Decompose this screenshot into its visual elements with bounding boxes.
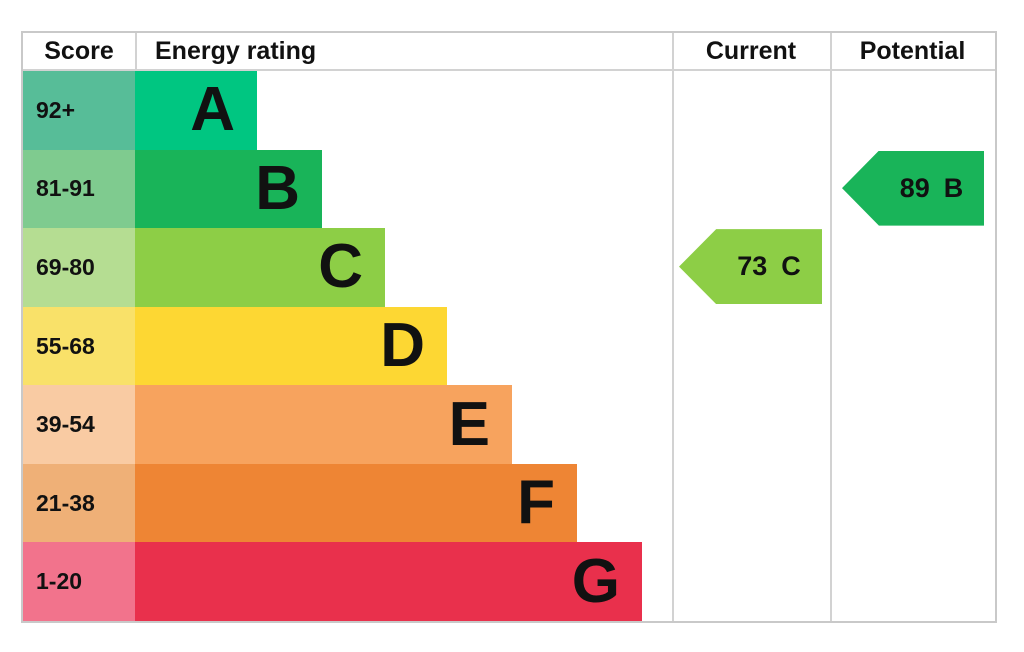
band-bar-a: A xyxy=(135,71,257,150)
band-score-range-b: 81-91 xyxy=(23,149,135,229)
score-column-header: Score xyxy=(44,36,114,65)
band-score-range-a: 92+ xyxy=(23,71,135,150)
energy-rating-column-header: Energy rating xyxy=(155,36,317,65)
band-score-range-f: 21-38 xyxy=(23,463,135,543)
band-bar-area: A xyxy=(135,71,995,150)
band-bar-area: G xyxy=(135,542,995,622)
band-row-b: 81-91 B xyxy=(23,149,995,229)
band-row-a: 92+ A xyxy=(23,71,995,150)
band-bar-area: F xyxy=(135,463,995,543)
potential-column-header: Potential xyxy=(859,36,966,65)
band-bar-area: C xyxy=(135,228,995,307)
band-bar-area: E xyxy=(135,385,995,464)
potential-column-divider xyxy=(830,33,832,621)
current-rating-letter: C xyxy=(781,251,801,282)
score-column-divider xyxy=(135,33,137,71)
band-row-c: 69-80 C xyxy=(23,228,995,307)
band-row-g: 1-20 G xyxy=(23,542,995,622)
band-score-range-d: 55-68 xyxy=(23,306,135,386)
current-column-header: Current xyxy=(705,36,797,65)
current-column-divider xyxy=(672,33,674,621)
band-row-e: 39-54 E xyxy=(23,385,995,464)
band-bar-d: D xyxy=(135,306,447,386)
band-bar-f: F xyxy=(135,463,577,543)
band-bar-area: D xyxy=(135,306,995,386)
band-bar-g: G xyxy=(135,542,642,622)
band-score-range-e: 39-54 xyxy=(23,385,135,464)
band-score-range-g: 1-20 xyxy=(23,542,135,622)
band-bar-e: E xyxy=(135,385,512,464)
potential-score-value: 89 xyxy=(899,172,930,203)
band-bar-c: C xyxy=(135,228,385,307)
table-header: Score Energy rating Current Potential xyxy=(23,33,995,71)
rating-table: Score Energy rating Current Potential 92… xyxy=(21,31,997,623)
band-bar-area: B xyxy=(135,149,995,229)
band-bar-b: B xyxy=(135,149,322,229)
band-rows: 92+ A 81-91 B 69-80 C 55-68 D 39-54 E 21-38 F 1-20 G xyxy=(23,71,995,622)
current-score-value: 73 xyxy=(737,251,768,282)
band-row-f: 21-38 F xyxy=(23,463,995,543)
band-row-d: 55-68 D xyxy=(23,306,995,386)
potential-rating-letter: B xyxy=(943,172,964,203)
band-score-range-c: 69-80 xyxy=(23,228,135,307)
